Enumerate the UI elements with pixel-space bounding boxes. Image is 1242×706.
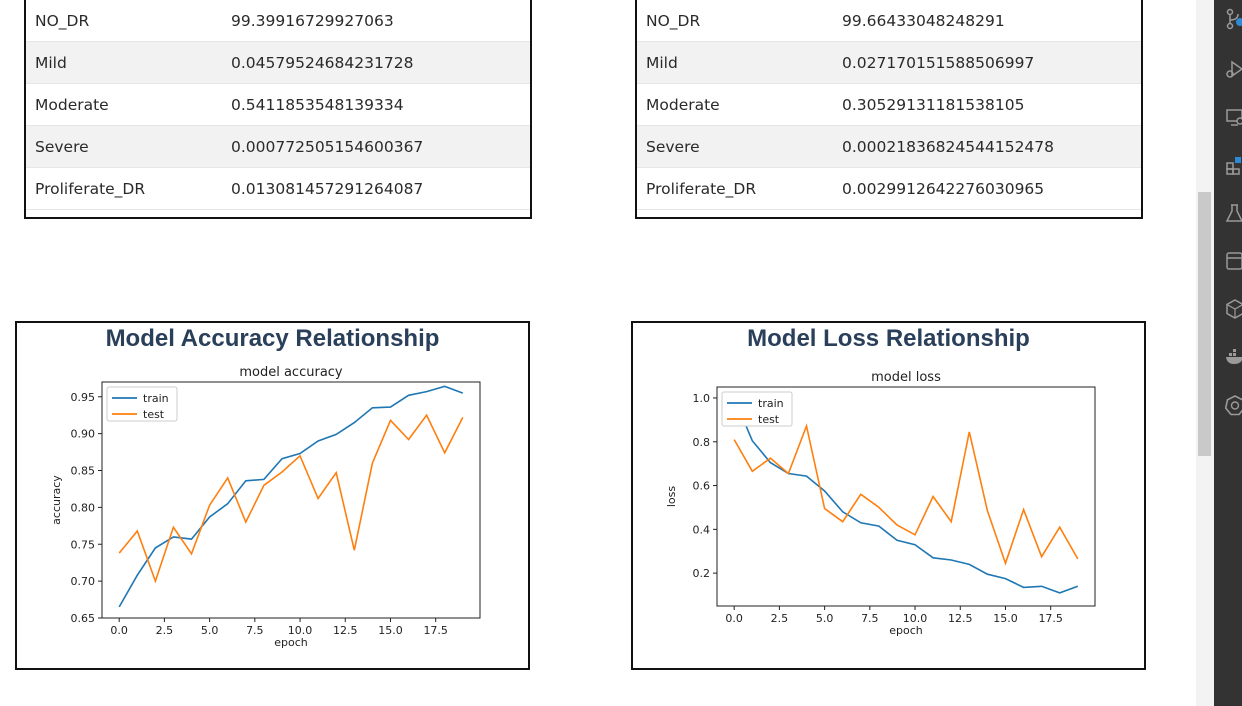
y-tick-label: 0.4 bbox=[693, 523, 711, 536]
run-debug-icon[interactable] bbox=[1224, 58, 1242, 80]
probability-value-cell: 0.0029912642276030965 bbox=[842, 179, 1045, 198]
x-tick-label: 5.0 bbox=[816, 612, 834, 625]
x-tick-label: 0.0 bbox=[110, 624, 128, 637]
x-tick-label: 2.5 bbox=[156, 624, 174, 637]
probability-value-cell: 0.000772505154600367 bbox=[231, 137, 424, 156]
y-axis-label: loss bbox=[665, 486, 678, 508]
x-tick-label: 0.0 bbox=[725, 612, 743, 625]
docker-icon[interactable] bbox=[1224, 346, 1242, 368]
y-tick-label: 1.0 bbox=[693, 392, 711, 405]
series-line-test bbox=[118, 413, 464, 584]
y-tick-label: 0.70 bbox=[71, 575, 96, 588]
probability-value-cell: 0.013081457291264087 bbox=[231, 179, 424, 198]
x-tick-label: 15.0 bbox=[378, 624, 403, 637]
loss-chart-card: Model Loss Relationship model loss 0.0 2.5… bbox=[631, 321, 1146, 670]
legend-label-train: train bbox=[143, 392, 169, 405]
y-tick-label: 0.6 bbox=[693, 480, 711, 493]
class-label-cell: Mild bbox=[35, 53, 67, 72]
class-label-cell: Moderate bbox=[646, 95, 720, 114]
class-label-cell: Proliferate_DR bbox=[646, 179, 757, 198]
y-tick-label: 0.95 bbox=[71, 391, 96, 404]
x-tick-label: 17.5 bbox=[1038, 612, 1063, 625]
x-axis-label: epoch bbox=[889, 624, 923, 637]
probability-value-cell: 0.30529131181538105 bbox=[842, 95, 1025, 114]
y-tick-label: 0.8 bbox=[693, 436, 711, 449]
table-row: NO_DR 99.66433048248291 bbox=[637, 0, 1141, 42]
legend-label-test: test bbox=[758, 413, 780, 426]
table-row: Proliferate_DR 0.0029912642276030965 bbox=[637, 168, 1141, 210]
series-line-train bbox=[118, 385, 464, 608]
x-tick-label: 12.5 bbox=[948, 612, 973, 625]
table-row: Moderate 0.5411853548139334 bbox=[26, 84, 530, 126]
y-axis-label: accuracy bbox=[50, 475, 63, 525]
x-tick-label: 10.0 bbox=[288, 624, 313, 637]
probability-value-cell: 0.027170151588506997 bbox=[842, 53, 1035, 72]
table-row: Mild 0.04579524684231728 bbox=[26, 42, 530, 84]
table-row: NO_DR 99.39916729927063 bbox=[26, 0, 530, 42]
x-tick-label: 7.5 bbox=[861, 612, 879, 625]
plot-title: model accuracy bbox=[239, 365, 343, 380]
package-icon[interactable] bbox=[1224, 298, 1242, 320]
legend-box bbox=[721, 391, 793, 427]
accuracy-chart: model accuracy 0.0 2.5 5.0 7.5 10.0 12.5 15.0 17… bbox=[50, 365, 481, 649]
class-label-cell: Proliferate_DR bbox=[35, 179, 146, 198]
table-row: Severe 0.000772505154600367 bbox=[26, 126, 530, 168]
remote-explorer-icon[interactable] bbox=[1224, 106, 1242, 128]
loss-card-title: Model Loss Relationship bbox=[747, 325, 1030, 352]
x-tick-label: 17.5 bbox=[423, 624, 448, 637]
plot-title: model loss bbox=[871, 370, 941, 385]
y-tick-label: 0.80 bbox=[71, 501, 96, 514]
class-label-cell: NO_DR bbox=[646, 11, 701, 30]
loss-chart: model loss 0.0 2.5 5.0 7.5 10.0 12.5 15.0 17.5 0.… bbox=[665, 370, 1096, 637]
scrollbar-thumb[interactable] bbox=[1198, 192, 1211, 456]
x-tick-label: 2.5 bbox=[771, 612, 789, 625]
x-tick-label: 10.0 bbox=[903, 612, 928, 625]
legend-label-train: train bbox=[758, 397, 784, 410]
x-tick-label: 7.5 bbox=[246, 624, 264, 637]
y-tick-label: 0.75 bbox=[71, 538, 96, 551]
source-control-icon[interactable] bbox=[1224, 8, 1242, 30]
axes-frame bbox=[716, 386, 1096, 607]
class-label-cell: Severe bbox=[646, 137, 700, 156]
table-row: Severe 0.00021836824544152478 bbox=[637, 126, 1141, 168]
class-probability-table-left: NO_DR 99.39916729927063 Mild 0.045795246842… bbox=[24, 0, 532, 219]
class-probability-table-right: NO_DR 99.66433048248291 Mild 0.027170151588… bbox=[635, 0, 1143, 219]
y-tick-label: 0.2 bbox=[693, 567, 711, 580]
accuracy-chart-card: Model Accuracy Relationship model accura… bbox=[15, 321, 530, 670]
probability-value-cell: 0.5411853548139334 bbox=[231, 95, 404, 114]
legend-box bbox=[106, 386, 178, 422]
class-label-cell: Mild bbox=[646, 53, 678, 72]
extensions-icon[interactable] bbox=[1224, 154, 1242, 176]
probability-value-cell: 0.00021836824544152478 bbox=[842, 137, 1055, 156]
kubernetes-icon[interactable] bbox=[1224, 394, 1242, 416]
series-line-test bbox=[733, 423, 1079, 566]
probability-value-cell: 0.04579524684231728 bbox=[231, 53, 414, 72]
notebook-icon[interactable] bbox=[1224, 250, 1242, 272]
legend-label-test: test bbox=[143, 408, 165, 421]
table-row: Moderate 0.30529131181538105 bbox=[637, 84, 1141, 126]
class-label-cell: Severe bbox=[35, 137, 89, 156]
x-tick-label: 12.5 bbox=[333, 624, 358, 637]
x-tick-label: 5.0 bbox=[201, 624, 219, 637]
table-row: Mild 0.027170151588506997 bbox=[637, 42, 1141, 84]
testing-icon[interactable] bbox=[1224, 202, 1242, 224]
x-axis-label: epoch bbox=[274, 636, 308, 649]
probability-value-cell: 99.66433048248291 bbox=[842, 11, 1005, 30]
y-tick-label: 0.85 bbox=[71, 465, 96, 478]
class-label-cell: Moderate bbox=[35, 95, 109, 114]
series-line-train bbox=[733, 397, 1079, 594]
y-tick-label: 0.65 bbox=[71, 612, 96, 625]
accuracy-card-title: Model Accuracy Relationship bbox=[105, 325, 440, 352]
probability-value-cell: 99.39916729927063 bbox=[231, 11, 394, 30]
table-row: Proliferate_DR 0.013081457291264087 bbox=[26, 168, 530, 210]
class-label-cell: NO_DR bbox=[35, 11, 90, 30]
axes-frame bbox=[101, 381, 481, 619]
activity-bar bbox=[1214, 0, 1242, 706]
x-tick-label: 15.0 bbox=[993, 612, 1018, 625]
y-tick-label: 0.90 bbox=[71, 428, 96, 441]
